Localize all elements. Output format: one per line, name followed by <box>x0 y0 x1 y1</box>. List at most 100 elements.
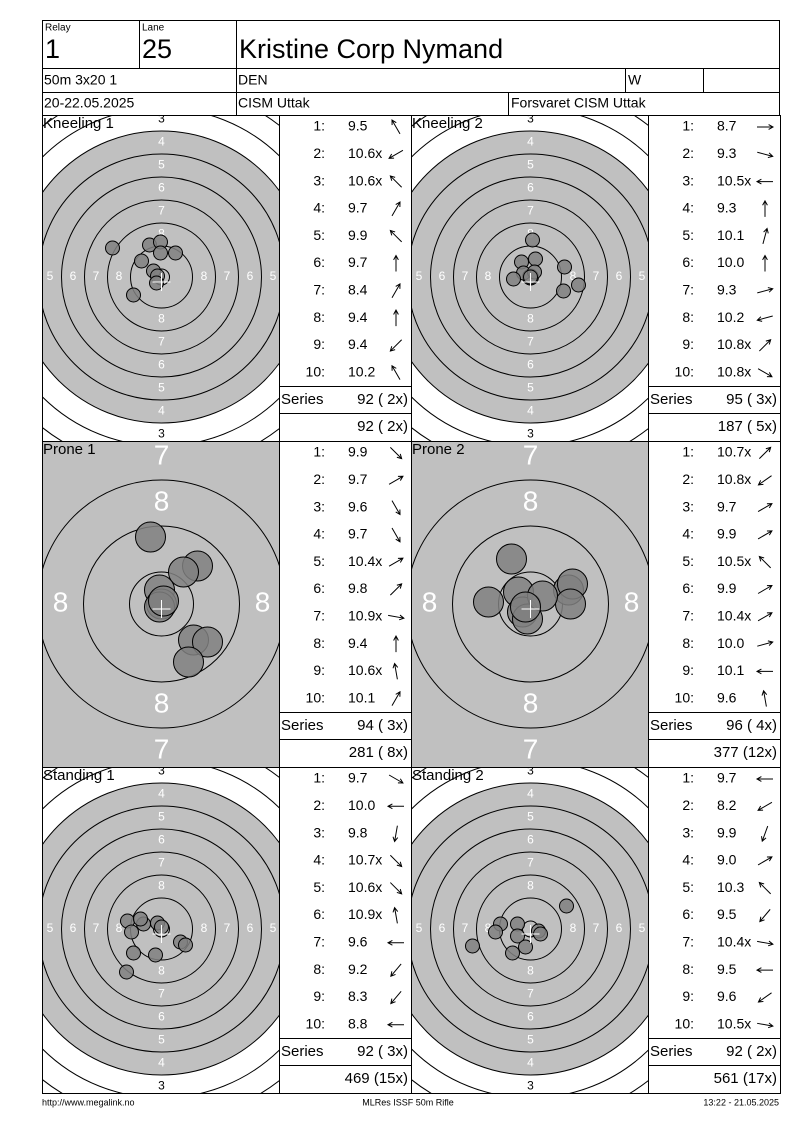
shot-direction <box>758 446 772 460</box>
shot-score: 10.4x <box>717 608 751 624</box>
target-label: 6 <box>439 269 446 283</box>
shot-score: 10.4x <box>717 934 751 950</box>
shot-direction <box>389 339 403 352</box>
series-score: 92 ( 2x) <box>357 391 408 408</box>
panel-title: Kneeling 1 <box>43 115 114 132</box>
target-ring <box>42 479 279 729</box>
shot-direction <box>391 527 401 543</box>
target-label: 8 <box>154 687 170 718</box>
shot-number: 1: <box>313 118 325 134</box>
target-ring <box>61 176 262 378</box>
shot-score: 10.5x <box>717 1015 751 1031</box>
shot-number: 9: <box>682 988 694 1004</box>
shot-hole <box>124 924 139 940</box>
shot-score: 10.7x <box>717 444 751 460</box>
shot-direction <box>755 776 773 782</box>
shot-direction <box>757 124 775 130</box>
shot-hole <box>473 586 504 618</box>
shot-score: 10.1 <box>348 689 375 705</box>
shot-direction <box>757 1022 774 1029</box>
shot-direction <box>388 614 405 621</box>
shot-number: 5: <box>682 553 694 569</box>
shot-direction <box>392 825 399 843</box>
shot-direction <box>386 1021 404 1028</box>
shot-direction <box>389 882 403 895</box>
shot-direction <box>391 201 401 217</box>
running-total: 187 ( 5x) <box>718 418 777 435</box>
target-label: 8 <box>422 586 438 617</box>
shot-score: 10.7x <box>348 852 382 868</box>
shot-score: 9.7 <box>348 471 368 487</box>
shot-number: 10: <box>306 363 325 379</box>
panels: 3 3 4 4 5 5 5 5 6 6 6 6 7 7 7 7 8 8 8 8 Kneeling 1 1: 9.5 2: 10.… <box>42 112 781 1094</box>
shot-hole <box>168 245 183 261</box>
shot-score: 9.7 <box>348 526 368 542</box>
shot-score: 9.6 <box>717 988 737 1004</box>
target: 7 7 8 8 8 8 <box>411 439 648 767</box>
target-label: 8 <box>158 312 165 326</box>
shot-number: 1: <box>682 444 694 460</box>
shot-hole <box>518 939 533 955</box>
shot-direction <box>761 825 769 843</box>
series-label: Series <box>650 391 693 408</box>
series-label: Series <box>281 391 324 408</box>
shot-hole <box>559 898 574 914</box>
target-label: 5 <box>47 269 54 283</box>
target-ring <box>61 828 262 1030</box>
series-score: 94 ( 3x) <box>357 717 408 734</box>
shot-score: 10.8x <box>717 336 751 352</box>
shot-number: 4: <box>313 200 325 216</box>
target-ring <box>107 222 216 332</box>
shot-direction <box>757 368 773 378</box>
shot-number: 1: <box>313 444 325 460</box>
shot-number: 5: <box>313 879 325 895</box>
panel-title: Prone 2 <box>412 441 465 458</box>
shot-direction <box>757 475 772 486</box>
shot-direction <box>757 287 774 294</box>
target-label: 6 <box>527 181 534 195</box>
target-label: 3 <box>527 112 534 126</box>
shot-hole <box>134 253 149 269</box>
running-total: 92 ( 2x) <box>357 418 408 435</box>
shot-hole <box>153 245 168 261</box>
target-ring <box>411 782 648 1076</box>
target: 7 7 8 8 8 8 <box>42 441 279 767</box>
shot-hole <box>488 924 503 940</box>
shot-direction <box>389 583 403 596</box>
target-ring <box>84 199 239 355</box>
target-label: 6 <box>158 1010 165 1024</box>
shot-score: 9.8 <box>348 580 368 596</box>
target-label: 6 <box>158 181 165 195</box>
target-label: 3 <box>158 764 165 778</box>
shot-score: 10.8x <box>717 471 751 487</box>
shot-score: 10.2 <box>348 363 375 379</box>
shot-direction <box>390 963 402 978</box>
footer-url: http://www.megalink.no <box>42 1097 135 1107</box>
target-label: 7 <box>593 921 600 935</box>
footer-software: MLRes ISSF 50m Rifle <box>362 1097 454 1107</box>
shot-hole <box>119 964 134 980</box>
series-panel: 7 7 8 8 8 8 Prone 2 1: 10.7x 2: 10.8x 3: 9.7 4: 9.9 5: 1… <box>411 439 781 768</box>
series-panel: 7 7 8 8 8 8 Prone 1 1: 9.9 2: 9.7 3: 9.6 4: 9.7 5: 10.4x… <box>42 441 412 768</box>
target-label: 7 <box>93 921 100 935</box>
shot-score: 8.2 <box>717 797 737 813</box>
shot-hole <box>148 947 163 963</box>
shot-number: 4: <box>682 200 694 216</box>
target-label: 8 <box>570 921 577 935</box>
shot-score: 10.0 <box>717 254 744 270</box>
shot-direction <box>757 856 773 866</box>
shot-number: 3: <box>313 824 325 840</box>
target-ring <box>107 874 216 984</box>
target-label: 5 <box>158 381 165 395</box>
target-label: 8 <box>158 227 165 241</box>
shot-direction <box>757 530 773 540</box>
target-label: 7 <box>224 921 231 935</box>
series-label: Series <box>650 1043 693 1060</box>
target-label: 5 <box>527 810 534 824</box>
series-panel: 3 3 4 4 5 5 5 5 6 6 6 6 7 7 7 7 8 8 8 8 Kneeling 1 1: 9.5 2: 10.… <box>42 115 412 442</box>
target-label: 7 <box>523 439 539 470</box>
shot-direction <box>391 119 401 135</box>
shot-direction <box>757 151 774 159</box>
shot-number: 10: <box>306 1015 325 1031</box>
shot-score: 9.7 <box>717 770 737 786</box>
